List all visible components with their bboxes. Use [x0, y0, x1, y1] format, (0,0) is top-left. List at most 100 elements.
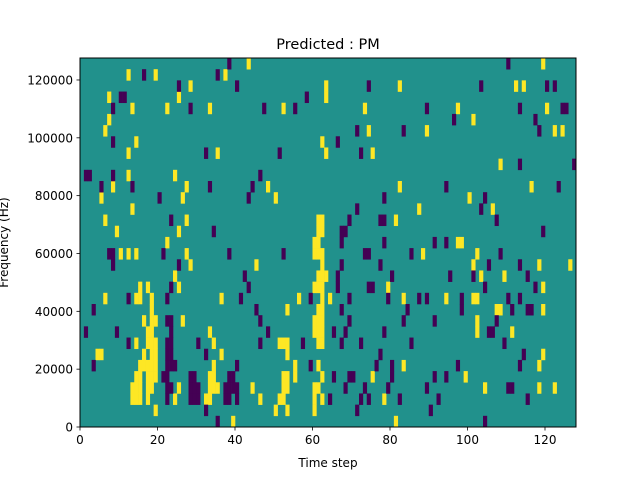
- heatmap-cell-high: [223, 69, 228, 81]
- heatmap-cell-low: [169, 281, 174, 294]
- heatmap-cell-low: [328, 393, 333, 405]
- heatmap-cell-low: [455, 359, 461, 372]
- heatmap-cell-low: [347, 371, 352, 383]
- heatmap-cell-low: [347, 315, 352, 327]
- heatmap-cell-high: [568, 259, 573, 271]
- heatmap-cell-low: [173, 359, 178, 372]
- heatmap-cell-low: [483, 192, 488, 204]
- heatmap-cell-high: [324, 270, 329, 282]
- heatmap-cell-low: [409, 248, 414, 260]
- heatmap-cell-high: [293, 359, 298, 372]
- heatmap-cell-high: [103, 214, 108, 227]
- heatmap-cell-high: [211, 371, 216, 383]
- heatmap-cell-high: [397, 181, 402, 193]
- heatmap-cell-low: [417, 292, 422, 305]
- heatmap-cell-low: [347, 214, 352, 227]
- heatmap-cell-high: [219, 292, 224, 305]
- heatmap-cell-low: [432, 371, 437, 383]
- heatmap-cell-high: [370, 371, 375, 383]
- heatmap-cell-high: [324, 91, 329, 104]
- heatmap-cell-low: [204, 348, 209, 361]
- heatmap-cell-low: [169, 326, 174, 338]
- heatmap-cell-high: [417, 203, 422, 215]
- heatmap-cell-low: [227, 382, 232, 394]
- heatmap-cell-low: [366, 80, 371, 92]
- heatmap-cell-low: [169, 348, 174, 361]
- heatmap-cell-high: [514, 80, 519, 92]
- heatmap-cell-low: [165, 382, 170, 394]
- heatmap-cell-low: [490, 326, 495, 338]
- heatmap-cell-high: [153, 69, 158, 81]
- y-tick-label: 80000: [35, 189, 73, 203]
- heatmap-cell-high: [258, 393, 263, 405]
- heatmap-cell-high: [312, 315, 317, 327]
- heatmap-cell-high: [180, 192, 185, 204]
- heatmap-cell-high: [316, 270, 321, 282]
- heatmap-cell-high: [471, 292, 476, 305]
- heatmap-cell-high: [273, 404, 278, 417]
- heatmap-cell-low: [386, 382, 391, 394]
- heatmap-cell-low: [370, 281, 375, 294]
- heatmap-cell-high: [126, 169, 131, 182]
- heatmap-cell-high: [382, 393, 387, 405]
- x-tick-label: 0: [76, 433, 84, 447]
- heatmap-cell-high: [386, 281, 391, 294]
- heatmap-cell-high: [494, 304, 499, 316]
- heatmap-cell-high: [142, 348, 147, 361]
- heatmap-cell-low: [339, 259, 344, 271]
- heatmap-cell-high: [215, 382, 220, 394]
- heatmap-cell-low: [169, 337, 174, 350]
- heatmap-cell-high: [207, 326, 213, 338]
- heatmap-cell-high: [134, 371, 139, 383]
- x-tick-label: 40: [227, 433, 242, 447]
- heatmap-cell-low: [250, 181, 255, 193]
- chart-title: Predicted : PM: [276, 37, 379, 53]
- heatmap-cell-high: [153, 359, 158, 372]
- heatmap-cell-low: [258, 315, 263, 327]
- heatmap-cell-low: [506, 292, 511, 305]
- heatmap-cell-low: [525, 304, 530, 316]
- heatmap-cell-low: [366, 248, 371, 260]
- heatmap-cell-low: [432, 236, 437, 249]
- heatmap-cell-low: [359, 393, 364, 405]
- heatmap-cell-low: [165, 315, 170, 327]
- heatmap-cell-low: [533, 281, 538, 294]
- heatmap-cell-low: [176, 259, 182, 271]
- heatmap-cell-low: [165, 292, 170, 305]
- axes-frame: [79, 57, 577, 428]
- heatmap-cell-low: [378, 348, 383, 361]
- heatmap-cell-high: [401, 359, 406, 372]
- heatmap-cell-high: [541, 281, 546, 294]
- heatmap-cell-high: [134, 337, 139, 350]
- heatmap-cell-high: [126, 147, 131, 159]
- heatmap-cell-low: [258, 169, 263, 182]
- heatmap-cell-high: [145, 337, 151, 350]
- heatmap-cell-high: [475, 248, 480, 260]
- heatmap-cell-high: [126, 69, 131, 81]
- heatmap-cell-high: [219, 348, 224, 361]
- heatmap-cell-low: [537, 125, 542, 137]
- y-axis: 0 20000 40000 60000 80000 100000 120000: [27, 73, 80, 435]
- heatmap-cell-low: [521, 348, 526, 361]
- heatmap-cell-low: [386, 292, 391, 305]
- heatmap-cell-high: [176, 225, 182, 238]
- heatmap-cell-high: [107, 91, 112, 104]
- y-tick-label: 20000: [35, 363, 73, 377]
- heatmap-cell-high: [537, 259, 542, 271]
- heatmap-cell-low: [238, 292, 244, 305]
- heatmap-cell-high: [207, 371, 213, 383]
- heatmap-cell-high: [320, 259, 325, 271]
- heatmap-cell-low: [339, 225, 344, 238]
- heatmap-cell-low: [196, 337, 201, 350]
- heatmap-cell-low: [165, 371, 170, 383]
- heatmap-cell-high: [312, 326, 317, 338]
- heatmap-cell-high: [393, 214, 399, 227]
- heatmap-cell-high: [176, 382, 182, 394]
- heatmap-cell-low: [560, 102, 565, 115]
- heatmap-cell-high: [149, 382, 154, 394]
- heatmap-cell-high: [320, 326, 325, 338]
- heatmap-cell-low: [188, 102, 193, 115]
- heatmap-cell-high: [312, 248, 317, 260]
- heatmap-cell-high: [316, 225, 321, 238]
- y-tick-label: 100000: [27, 131, 73, 145]
